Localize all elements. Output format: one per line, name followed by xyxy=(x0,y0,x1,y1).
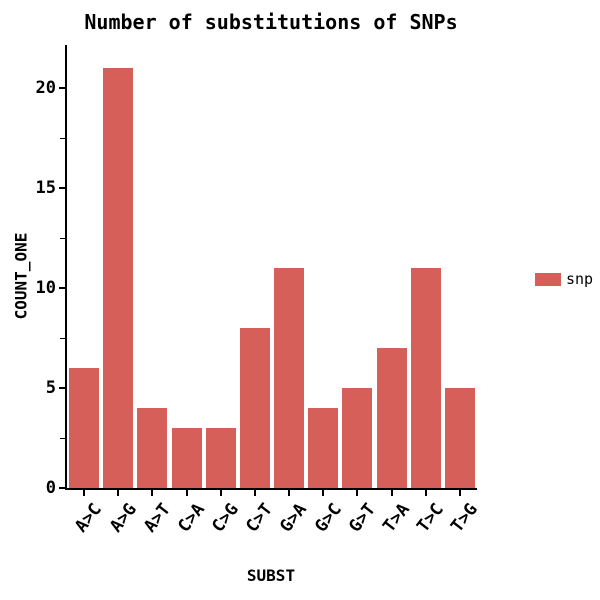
y-minor-tick-mark xyxy=(60,238,65,239)
y-tick-label: 5 xyxy=(45,378,56,398)
y-tick-mark xyxy=(59,187,65,189)
bar-G>A xyxy=(274,268,305,488)
y-minor-tick-mark xyxy=(60,138,65,139)
x-tick-mark xyxy=(458,490,461,496)
x-tick-mark xyxy=(185,490,188,496)
x-tick-label: G>C xyxy=(310,499,346,537)
legend: snp xyxy=(535,271,595,289)
x-tick-mark xyxy=(288,490,291,496)
x-tick-label: C>G xyxy=(208,499,243,537)
x-tick-mark xyxy=(390,490,393,496)
x-axis-label: SUBST xyxy=(246,566,296,585)
x-tick-label: C>T xyxy=(242,499,278,537)
x-tick-label: C>A xyxy=(174,499,209,537)
x-tick-label: G>T xyxy=(344,499,380,537)
x-tick-mark xyxy=(356,490,359,496)
x-tick-mark xyxy=(322,490,325,496)
x-tick-label: G>A xyxy=(276,499,312,537)
x-tick-label: T>A xyxy=(379,499,414,537)
x-tick-mark xyxy=(151,490,154,496)
bar-C>A xyxy=(171,428,202,488)
y-axis-line xyxy=(65,45,67,490)
x-tick-mark xyxy=(117,490,120,496)
y-tick-mark xyxy=(59,387,65,389)
y-axis-label: COUNT_ONE xyxy=(11,232,31,320)
bar-A>T xyxy=(137,408,168,488)
y-tick-label: 20 xyxy=(35,78,56,98)
bar-G>T xyxy=(342,388,373,488)
chart-title: Number of substitutions of SNPs xyxy=(84,10,458,34)
y-tick-mark xyxy=(59,287,65,289)
bar-A>C xyxy=(69,368,100,488)
y-tick-mark xyxy=(59,487,65,489)
bar-T>G xyxy=(444,388,475,488)
x-tick-label: A>G xyxy=(105,499,141,537)
bar-C>T xyxy=(239,328,270,488)
bar-C>G xyxy=(205,428,236,488)
y-minor-tick-mark xyxy=(60,338,65,339)
x-tick-mark xyxy=(83,490,86,496)
bar-A>G xyxy=(103,68,134,488)
x-tick-label: T>C xyxy=(413,499,448,537)
x-tick-label: A>T xyxy=(139,499,175,537)
legend-label: snp xyxy=(566,270,594,288)
y-minor-tick-mark xyxy=(60,438,65,439)
y-tick-label: 0 xyxy=(45,478,56,498)
y-tick-label: 10 xyxy=(35,278,56,298)
x-tick-mark xyxy=(219,490,222,496)
x-tick-label: T>G xyxy=(447,499,483,537)
x-axis-line xyxy=(65,488,477,490)
x-tick-mark xyxy=(424,490,427,496)
y-tick-mark xyxy=(59,87,65,89)
bar-T>A xyxy=(376,348,407,488)
bar-G>C xyxy=(308,408,339,488)
bar-T>C xyxy=(410,268,441,488)
legend-color-swatch xyxy=(535,273,561,286)
x-tick-mark xyxy=(253,490,256,496)
x-tick-label: A>C xyxy=(71,499,107,537)
y-tick-label: 15 xyxy=(35,178,56,198)
